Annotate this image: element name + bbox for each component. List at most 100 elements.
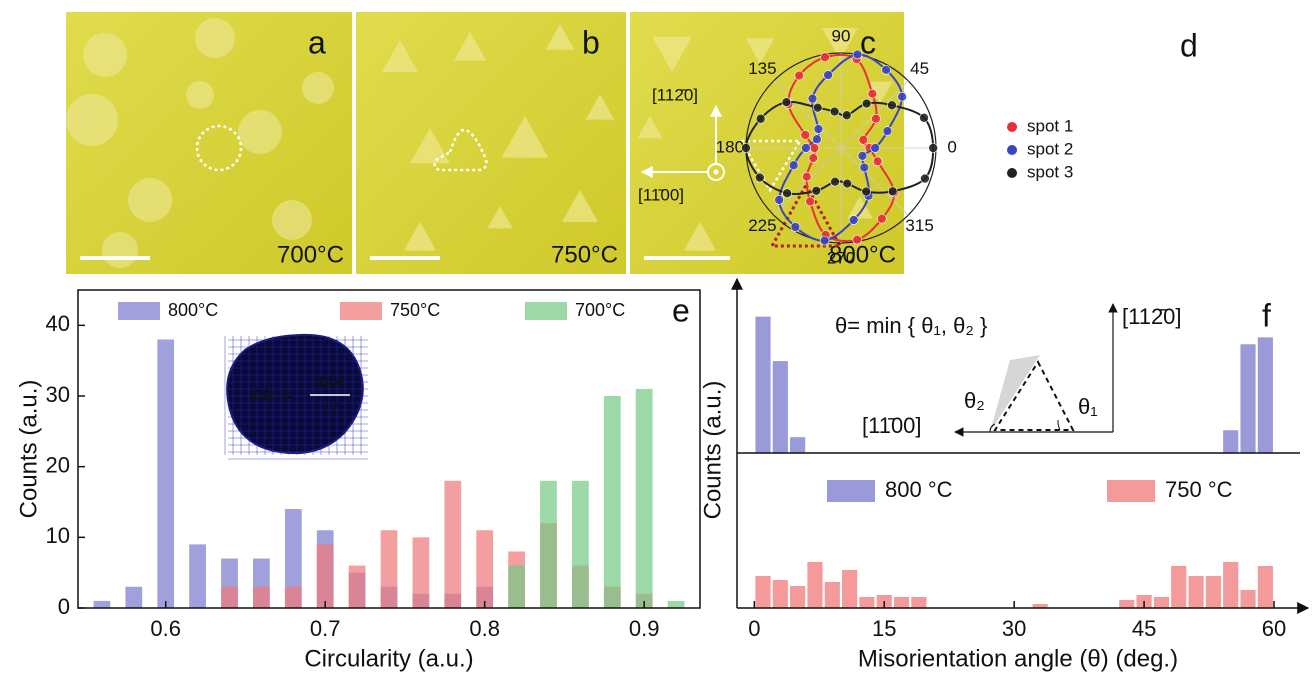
data-point xyxy=(859,162,870,173)
angle-tick-label: 45 xyxy=(910,59,929,78)
x-tick-label: 45 xyxy=(1132,616,1156,641)
x-tick-label: 0.8 xyxy=(469,616,500,641)
domain xyxy=(403,222,437,251)
bar xyxy=(772,361,788,453)
data-point xyxy=(808,153,819,163)
data-point xyxy=(848,215,859,225)
legend-label: 750 °C xyxy=(1165,477,1233,502)
bar xyxy=(93,600,111,608)
bar xyxy=(157,339,175,608)
bar xyxy=(1257,337,1273,453)
angle-tick-label: 90 xyxy=(832,26,851,45)
angle-arc xyxy=(1057,419,1061,431)
data-point xyxy=(819,235,830,246)
legend-label: 800°C xyxy=(168,300,218,320)
bar xyxy=(772,580,788,608)
legend-swatch xyxy=(1107,480,1155,502)
legend-marker xyxy=(1007,168,1017,178)
bar xyxy=(1240,590,1256,608)
angle-tick-label: 180 xyxy=(716,137,744,156)
bar xyxy=(1205,576,1221,608)
domain xyxy=(195,18,235,58)
data-point xyxy=(790,222,801,232)
y-tick-label: 20 xyxy=(46,452,70,477)
data-point xyxy=(870,143,881,153)
data-point xyxy=(867,88,878,99)
domain xyxy=(745,38,775,64)
outline xyxy=(195,124,243,172)
domain xyxy=(637,116,663,139)
angle-sector xyxy=(990,355,1040,432)
bar xyxy=(572,480,589,608)
legend-swatch xyxy=(340,302,382,320)
legend-marker xyxy=(1007,122,1017,132)
bar xyxy=(790,586,806,608)
y-tick-label: 10 xyxy=(46,523,70,548)
data-point xyxy=(811,185,822,196)
bar xyxy=(444,480,462,608)
x-tick-label: 0.9 xyxy=(629,616,660,641)
x-axis-title: Circularity (a.u.) xyxy=(304,645,473,672)
bar xyxy=(859,597,875,608)
direction-label: [112̄0] xyxy=(1122,304,1182,329)
temperature-label: 750°C xyxy=(551,241,618,268)
temperature-label: 700°C xyxy=(277,241,344,268)
data-point xyxy=(788,160,799,171)
legend-label: spot 3 xyxy=(1027,162,1073,181)
bar xyxy=(540,480,557,608)
angle-tick-label: 270 xyxy=(827,249,855,268)
x-tick-label: 0 xyxy=(748,616,760,641)
legend-swatch xyxy=(827,480,875,502)
domain xyxy=(102,232,138,268)
panel-letter: e xyxy=(672,292,690,328)
direction-label: [11̄00] xyxy=(638,185,684,204)
bar xyxy=(635,388,653,608)
bar xyxy=(284,586,302,608)
data-point xyxy=(872,156,883,167)
domain xyxy=(867,81,893,104)
data-point xyxy=(887,100,897,111)
bar xyxy=(893,597,910,608)
panel-letter: d xyxy=(1180,27,1198,63)
angle-tick-label: 135 xyxy=(748,59,776,78)
data-point xyxy=(807,93,818,104)
bar xyxy=(348,565,366,608)
formula-numerator: 4πA xyxy=(314,374,345,391)
data-point xyxy=(754,172,765,183)
bar xyxy=(412,537,430,608)
data-point xyxy=(755,113,766,124)
bar xyxy=(1257,566,1273,608)
direction-label: [11̄00] xyxy=(862,413,922,438)
domain xyxy=(453,32,487,61)
data-point xyxy=(858,135,869,145)
legend-swatch xyxy=(525,302,567,320)
data-point xyxy=(877,213,887,224)
domain xyxy=(410,128,450,164)
domain xyxy=(822,28,858,60)
y-tick-label: 0 xyxy=(58,594,70,619)
legend-label: spot 2 xyxy=(1027,139,1073,158)
x-tick-label: 0.7 xyxy=(310,616,341,641)
bar xyxy=(755,316,771,453)
data-point xyxy=(887,186,898,197)
y-tick-label: 40 xyxy=(46,311,70,336)
data-point xyxy=(842,178,853,189)
x-tick-label: 0.6 xyxy=(150,616,181,641)
data-point xyxy=(741,143,751,153)
data-point xyxy=(782,188,792,198)
angle-tick-label: 225 xyxy=(748,216,776,235)
data-point xyxy=(829,106,840,117)
bar xyxy=(1223,562,1239,608)
panel-letter: b xyxy=(582,24,600,60)
domain xyxy=(128,178,172,222)
angle-label: θ₁ xyxy=(1078,394,1098,419)
bar xyxy=(125,586,143,608)
angle-tick-label: 315 xyxy=(905,216,933,235)
domain xyxy=(83,33,127,77)
data-point xyxy=(794,70,805,81)
data-point xyxy=(774,195,784,205)
data-point xyxy=(813,124,824,134)
annotation: θ= min { θ₁, θ₂ } xyxy=(835,313,987,338)
data-point xyxy=(781,97,792,108)
domain xyxy=(545,24,575,50)
